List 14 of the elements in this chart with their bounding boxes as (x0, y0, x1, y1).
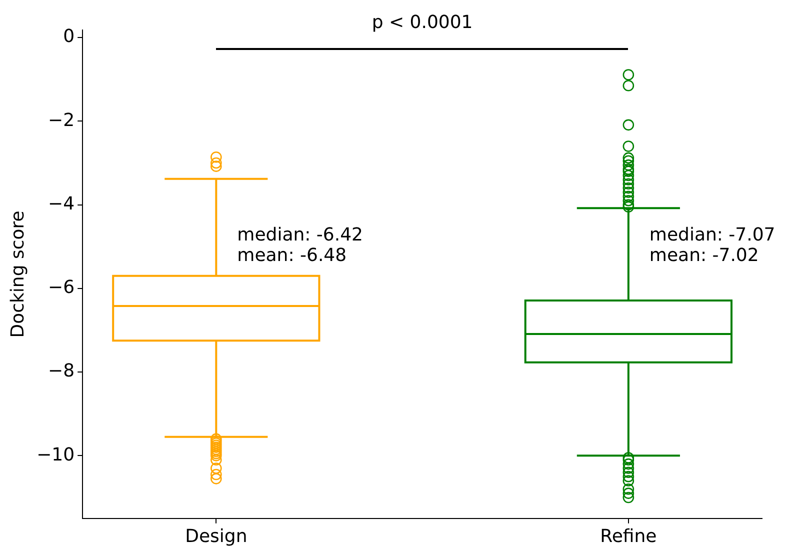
y-tick-label: −8 (48, 360, 75, 382)
x-tick-label: Design (185, 526, 248, 547)
annotation: mean: -6.48 (237, 245, 347, 266)
annotation: median: -7.07 (649, 224, 776, 246)
y-tick-label: −2 (48, 110, 75, 131)
y-axis-title: Docking score (7, 210, 28, 338)
y-tick-label: −10 (36, 444, 75, 466)
annotation: median: -6.42 (237, 224, 364, 246)
y-tick-label: 0 (63, 26, 75, 48)
x-tick-label: Refine (600, 526, 657, 547)
annotation: mean: -7.02 (649, 245, 759, 266)
annotation: p < 0.0001 (372, 12, 473, 33)
y-tick-label: −4 (48, 193, 75, 214)
y-tick-label: −6 (48, 277, 75, 298)
